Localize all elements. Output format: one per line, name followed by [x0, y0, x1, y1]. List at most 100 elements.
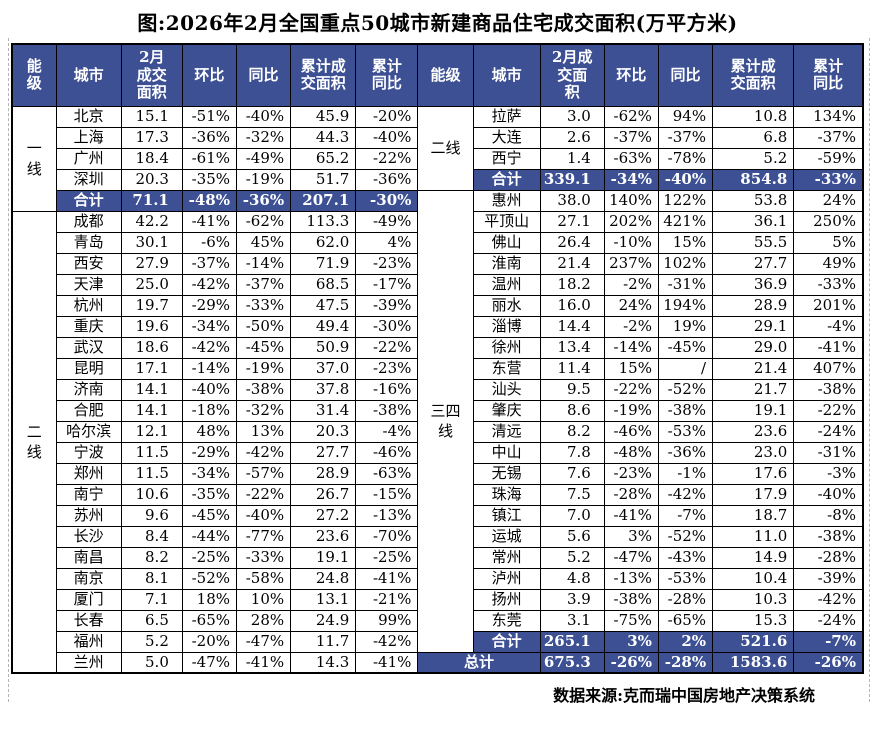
value-cell: -45%: [657, 336, 714, 359]
col-header-mom-left: 环比: [181, 43, 238, 107]
value-cell: -42%: [355, 630, 419, 653]
value-cell: 21.4: [712, 357, 795, 380]
city-cell: 厦门: [55, 588, 122, 611]
value-cell: 7.1: [120, 588, 183, 611]
value-cell: 140%: [603, 189, 659, 212]
city-cell: 宁波: [55, 441, 122, 464]
col-header-yoy-right: 同比: [657, 43, 714, 107]
value-cell: 10%: [235, 588, 292, 611]
value-cell: -39%: [793, 567, 864, 590]
value-cell: 194%: [657, 294, 714, 317]
city-cell: 东营: [472, 357, 541, 380]
value-cell: 23.0: [712, 441, 795, 464]
value-cell: -53%: [657, 567, 714, 590]
value-cell: -40%: [235, 105, 292, 128]
value-cell: 7.0: [539, 504, 605, 527]
city-cell: 肇庆: [472, 399, 541, 422]
value-cell: -41%: [603, 504, 659, 527]
value-cell: -37%: [657, 126, 714, 149]
value-cell: -41%: [235, 651, 292, 674]
value-cell: -22%: [603, 378, 659, 401]
value-cell: 45%: [235, 231, 292, 254]
value-cell: -1%: [657, 462, 714, 485]
subtotal-value: 339.1: [539, 168, 605, 191]
col-header-area-left: 2月 成交 面积: [120, 43, 183, 107]
table-row: 合肥 14.1 -18% -32% 31.4 -38% 肇庆 8.6 -19% -38% 19.1-…: [12, 399, 864, 422]
subtotal-value: 3%: [603, 630, 659, 653]
value-cell: 6.8: [712, 126, 795, 149]
col-header-cum-yoy-right: 累计 同比: [793, 43, 864, 107]
city-cell: 上海: [55, 126, 122, 149]
value-cell: -58%: [235, 567, 292, 590]
value-cell: 11.5: [120, 441, 183, 464]
value-cell: -46%: [603, 420, 659, 443]
value-cell: 5.2: [539, 546, 605, 569]
value-cell: -63%: [603, 147, 659, 170]
subtotal-value: 2%: [657, 630, 714, 653]
value-cell: -21%: [355, 588, 419, 611]
subtotal-value: -30%: [355, 189, 419, 212]
value-cell: -19%: [235, 168, 292, 191]
city-cell: 运城: [472, 525, 541, 548]
value-cell: -37%: [603, 126, 659, 149]
value-cell: -39%: [355, 294, 419, 317]
value-cell: -50%: [235, 315, 292, 338]
value-cell: 28.9: [712, 294, 795, 317]
city-cell: 东莞: [472, 609, 541, 632]
city-cell: 天津: [55, 273, 122, 296]
value-cell: 47.5: [290, 294, 357, 317]
value-cell: -4%: [793, 315, 864, 338]
value-cell: -37%: [235, 273, 292, 296]
city-cell: 汕头: [472, 378, 541, 401]
value-cell: 13%: [235, 420, 292, 443]
value-cell: /: [657, 357, 714, 380]
value-cell: -22%: [355, 147, 419, 170]
value-cell: 68.5: [290, 273, 357, 296]
value-cell: -34%: [181, 315, 238, 338]
value-cell: -22%: [235, 483, 292, 506]
tier-cell: 三四 线: [417, 189, 474, 653]
value-cell: 113.3: [290, 210, 357, 233]
value-cell: -28%: [657, 588, 714, 611]
value-cell: -45%: [235, 336, 292, 359]
value-cell: 4%: [355, 231, 419, 254]
value-cell: 10.4: [712, 567, 795, 590]
table-row: 广州 18.4 -61% -49% 65.2 -22% 西宁 1.4 -63% -78% 5.2 -5…: [12, 147, 864, 170]
grand-total-label: 总计: [417, 651, 541, 674]
value-cell: -20%: [181, 630, 238, 653]
value-cell: -46%: [355, 441, 419, 464]
value-cell: 1.4: [539, 147, 605, 170]
value-cell: 10.6: [120, 483, 183, 506]
col-header-yoy-left: 同比: [235, 43, 292, 107]
table-row: 昆明 17.1 -14% -19% 37.0 -23% 东营 11.4 15%/21.4 407%: [12, 357, 864, 380]
city-cell: 福州: [55, 630, 122, 653]
city-cell: 扬州: [472, 588, 541, 611]
value-cell: -23%: [603, 462, 659, 485]
value-cell: 55.5: [712, 231, 795, 254]
value-cell: 4.8: [539, 567, 605, 590]
value-cell: 13.4: [539, 336, 605, 359]
value-cell: 11.5: [120, 462, 183, 485]
value-cell: 7.6: [539, 462, 605, 485]
value-cell: 30.1: [120, 231, 183, 254]
table-row: 武汉 18.6 -42% -45% 50.9 -22% 徐州 13.4 -14% -45% 29.0…: [12, 336, 864, 359]
value-cell: 21.4: [539, 252, 605, 275]
value-cell: 18%: [181, 588, 238, 611]
subtotal-value: 265.1: [539, 630, 605, 653]
value-cell: 50.9: [290, 336, 357, 359]
value-cell: 19%: [657, 315, 714, 338]
tier-cell: 一 线: [11, 105, 57, 212]
value-cell: -41%: [181, 210, 238, 233]
table-row: 青岛 30.1 -6% 45% 62.0 4% 佛山 26.4 -10% 15% 55.5 5%: [12, 231, 864, 254]
value-cell: 18.7: [712, 504, 795, 527]
city-cell: 大连: [472, 126, 541, 149]
subtotal-value: 207.1: [290, 189, 357, 212]
value-cell: 15.1: [120, 105, 183, 128]
value-cell: 19.1: [290, 546, 357, 569]
table-row: 兰州 5.0 -47% -41% 14.3 -41% 总计 675.3 -26% -28% 1583…: [12, 651, 864, 674]
city-cell: 丽水: [472, 294, 541, 317]
col-header-area-right: 2月成 交面 积: [539, 43, 605, 107]
col-header-tier-right: 能级: [417, 43, 474, 107]
value-cell: 14.3: [290, 651, 357, 674]
value-cell: -62%: [235, 210, 292, 233]
